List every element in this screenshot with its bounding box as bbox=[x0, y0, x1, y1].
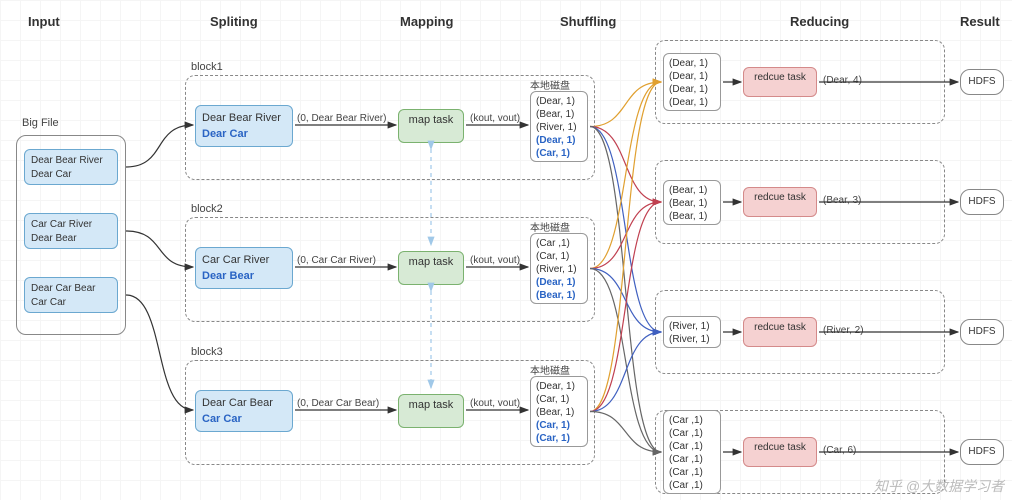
reduce-task: redcue task bbox=[743, 317, 817, 347]
split-box: Car Car RiverDear Bear bbox=[195, 247, 293, 289]
stage-header-mapping: Mapping bbox=[400, 14, 453, 29]
reduce-keys: (Dear, 1)(Dear, 1)(Dear, 1)(Dear, 1) bbox=[663, 53, 721, 111]
reduce-keys: (River, 1)(River, 1) bbox=[663, 316, 721, 348]
disk-label: 本地磁盘 bbox=[530, 219, 570, 234]
block-label: block3 bbox=[191, 346, 223, 358]
reduce-out: (Car, 6) bbox=[823, 445, 856, 456]
stage-header-reducing: Reducing bbox=[790, 14, 849, 29]
disk-box: (Dear, 1)(Car, 1)(Bear, 1)(Car, 1)(Car, … bbox=[530, 376, 588, 447]
map-box: map task bbox=[398, 251, 464, 285]
kv-label: (0, Dear Bear River) bbox=[297, 113, 386, 124]
stage-header-splitting: Spliting bbox=[210, 14, 258, 29]
reduce-task: redcue task bbox=[743, 187, 817, 217]
map-box: map task bbox=[398, 394, 464, 428]
kout-label: (kout, vout) bbox=[470, 398, 520, 409]
result-box: HDFS bbox=[960, 69, 1004, 95]
stage-header-shuffling: Shuffling bbox=[560, 14, 616, 29]
reduce-out: (Bear, 3) bbox=[823, 195, 861, 206]
disk-box: (Dear, 1)(Bear, 1)(River, 1)(Dear, 1)(Ca… bbox=[530, 91, 588, 162]
result-box: HDFS bbox=[960, 319, 1004, 345]
block-label: block1 bbox=[191, 61, 223, 73]
block-label: block2 bbox=[191, 203, 223, 215]
result-box: HDFS bbox=[960, 189, 1004, 215]
map-box: map task bbox=[398, 109, 464, 143]
disk-box: (Car ,1)(Car, 1)(River, 1)(Dear, 1)(Bear… bbox=[530, 233, 588, 304]
reduce-task: redcue task bbox=[743, 437, 817, 467]
reduce-out: (Dear, 4) bbox=[823, 75, 862, 86]
stage-header-input: Input bbox=[28, 14, 60, 29]
kout-label: (kout, vout) bbox=[470, 255, 520, 266]
bigfile-row: Car Car RiverDear Bear bbox=[24, 213, 118, 249]
result-box: HDFS bbox=[960, 439, 1004, 465]
bigfile-row: Dear Car BearCar Car bbox=[24, 277, 118, 313]
watermark: 知乎 @大数据学习者 bbox=[874, 476, 1004, 496]
bigfile-label: Big File bbox=[22, 117, 59, 129]
split-box: Dear Car BearCar Car bbox=[195, 390, 293, 432]
disk-label: 本地磁盘 bbox=[530, 362, 570, 377]
kout-label: (kout, vout) bbox=[470, 113, 520, 124]
kv-label: (0, Car Car River) bbox=[297, 255, 376, 266]
stage-header-result: Result bbox=[960, 14, 1000, 29]
split-box: Dear Bear RiverDear Car bbox=[195, 105, 293, 147]
reduce-keys: (Car ,1)(Car ,1)(Car ,1)(Car ,1)(Car ,1)… bbox=[663, 410, 721, 494]
reduce-out: (River, 2) bbox=[823, 325, 864, 336]
bigfile-row: Dear Bear RiverDear Car bbox=[24, 149, 118, 185]
disk-label: 本地磁盘 bbox=[530, 77, 570, 92]
kv-label: (0, Dear Car Bear) bbox=[297, 398, 379, 409]
reduce-task: redcue task bbox=[743, 67, 817, 97]
reduce-keys: (Bear, 1)(Bear, 1)(Bear, 1) bbox=[663, 180, 721, 225]
